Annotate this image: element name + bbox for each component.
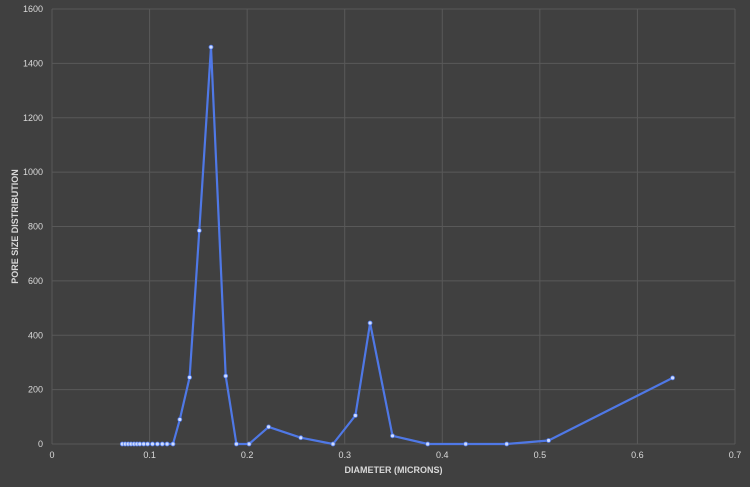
data-point [187,374,193,380]
data-point [463,441,469,447]
data-point [196,228,202,234]
data-point [177,417,183,422]
x-tick-label: 0.3 [338,450,351,460]
y-tick-label: 1000 [23,167,43,177]
data-point [137,441,143,447]
x-axis-ticks: 0 0.1 0.2 0.3 0.4 0.5 0.6 0.7 [49,450,741,460]
data-point [223,373,229,379]
y-tick-label: 1200 [23,113,43,123]
data-point [246,441,252,447]
y-tick-label: 600 [28,276,43,286]
data-point [208,44,214,50]
data-point [150,441,155,447]
y-tick-label: 200 [28,385,43,395]
y-tick-label: 400 [28,330,43,340]
data-point [164,441,170,447]
x-tick-label: 0.4 [436,450,449,460]
y-axis-ticks: 0 200 400 600 800 1000 1200 1400 1600 [23,4,43,449]
x-tick-label: 0 [49,450,54,460]
data-point [154,441,160,447]
data-point [145,441,151,447]
x-tick-label: 0.6 [631,450,644,460]
data-point [298,435,304,441]
data-point [425,441,431,447]
x-tick-label: 0.2 [241,450,254,460]
y-tick-label: 1600 [23,4,43,14]
data-point [233,441,239,447]
series-layer [119,44,675,447]
data-point [546,438,551,443]
x-tick-label: 0.1 [143,450,156,460]
x-axis-title: DIAMETER (MICRONS) [345,465,443,475]
series-line [121,45,674,446]
data-point [670,375,675,381]
data-point [266,424,272,430]
x-tick-label: 0.7 [729,450,742,460]
data-point [367,320,373,326]
data-point [352,413,358,418]
y-tick-label: 1400 [23,58,43,68]
y-tick-label: 0 [38,439,43,449]
data-point [170,441,176,447]
data-point [504,441,510,447]
data-point [330,441,336,447]
data-point [141,441,147,447]
grid-layer [51,8,736,445]
x-tick-label: 0.5 [534,450,547,460]
y-tick-label: 800 [28,222,43,232]
data-point [390,433,395,439]
y-axis-title: PORE SIZE DISTRIBUTION [10,169,20,284]
data-point [159,441,165,447]
